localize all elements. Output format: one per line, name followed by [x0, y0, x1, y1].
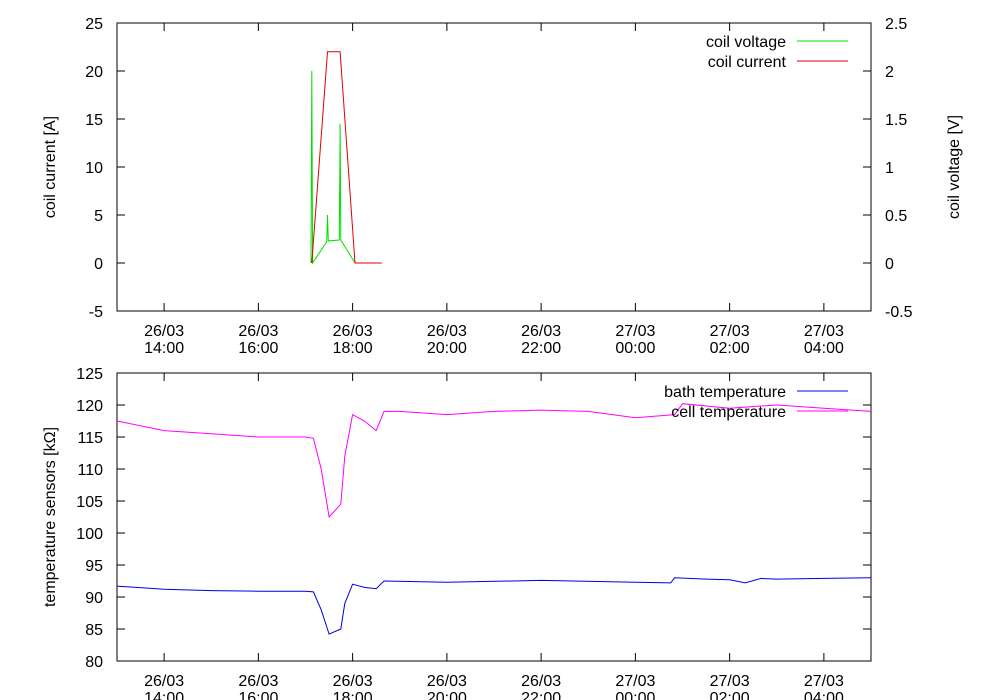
- y-tick-label: 105: [76, 494, 103, 511]
- legend-label: cell temperature: [671, 404, 786, 421]
- x-tick-label: 26/03 22:00: [521, 323, 561, 357]
- y2-tick-label: 1.5: [885, 112, 907, 129]
- y-tick-label: 80: [85, 654, 103, 671]
- y2-tick-label: 0: [885, 256, 894, 273]
- data-line: [116, 577, 872, 635]
- y-tick-label: 5: [94, 208, 103, 225]
- y-axis-label: temperature sensors [kΩ]: [42, 427, 59, 607]
- y-tick-label: 110: [77, 462, 103, 479]
- legend-label: bath temperature: [664, 384, 786, 401]
- x-tick-label: 27/03 04:00: [804, 323, 844, 357]
- x-tick-label: 26/03 14:00: [144, 323, 184, 357]
- y-tick-label: 85: [85, 622, 103, 639]
- y-axis-label: coil current [A]: [42, 116, 59, 218]
- y2-tick-label: 2.5: [885, 16, 907, 33]
- data-line: [311, 51, 382, 264]
- y2-axis-label: coil voltage [V]: [946, 115, 963, 219]
- y-tick-label: 125: [76, 366, 103, 383]
- y-tick-label: 20: [85, 64, 103, 81]
- x-tick-label: 26/03 18:00: [333, 323, 373, 357]
- y2-tick-label: 1: [885, 160, 894, 177]
- y-tick-label: 0: [94, 256, 103, 273]
- x-tick-label: 26/03 14:00: [144, 673, 184, 700]
- y-tick-label: 25: [85, 16, 103, 33]
- y2-tick-label: -0.5: [885, 304, 913, 321]
- y-tick-label: 90: [85, 590, 103, 607]
- legend-label: coil voltage: [706, 34, 786, 51]
- x-tick-label: 26/03 16:00: [238, 673, 278, 700]
- legend-label: coil current: [708, 54, 787, 71]
- data-line: [310, 70, 382, 265]
- y2-tick-label: 0.5: [885, 208, 907, 225]
- y-tick-label: 115: [77, 430, 103, 447]
- x-tick-label: 26/03 20:00: [427, 673, 467, 700]
- x-tick-label: 26/03 18:00: [333, 673, 373, 700]
- y-tick-label: 95: [85, 558, 103, 575]
- y2-tick-label: 2: [885, 64, 894, 81]
- x-tick-label: 26/03 20:00: [427, 323, 467, 357]
- y-tick-label: 100: [76, 526, 103, 543]
- data-line: [116, 403, 872, 519]
- x-tick-label: 27/03 04:00: [804, 673, 844, 700]
- x-tick-label: 27/03 02:00: [710, 323, 750, 357]
- x-tick-label: 27/03 00:00: [615, 323, 655, 357]
- x-tick-label: 26/03 16:00: [238, 323, 278, 357]
- y-tick-label: -5: [89, 304, 103, 321]
- y-tick-label: 15: [85, 112, 103, 129]
- y-tick-label: 120: [76, 398, 103, 415]
- plot-frame: [116, 372, 872, 662]
- y-tick-label: 10: [85, 160, 103, 177]
- x-tick-label: 26/03 22:00: [521, 673, 561, 700]
- x-tick-label: 27/03 00:00: [615, 673, 655, 700]
- x-tick-label: 27/03 02:00: [710, 673, 750, 700]
